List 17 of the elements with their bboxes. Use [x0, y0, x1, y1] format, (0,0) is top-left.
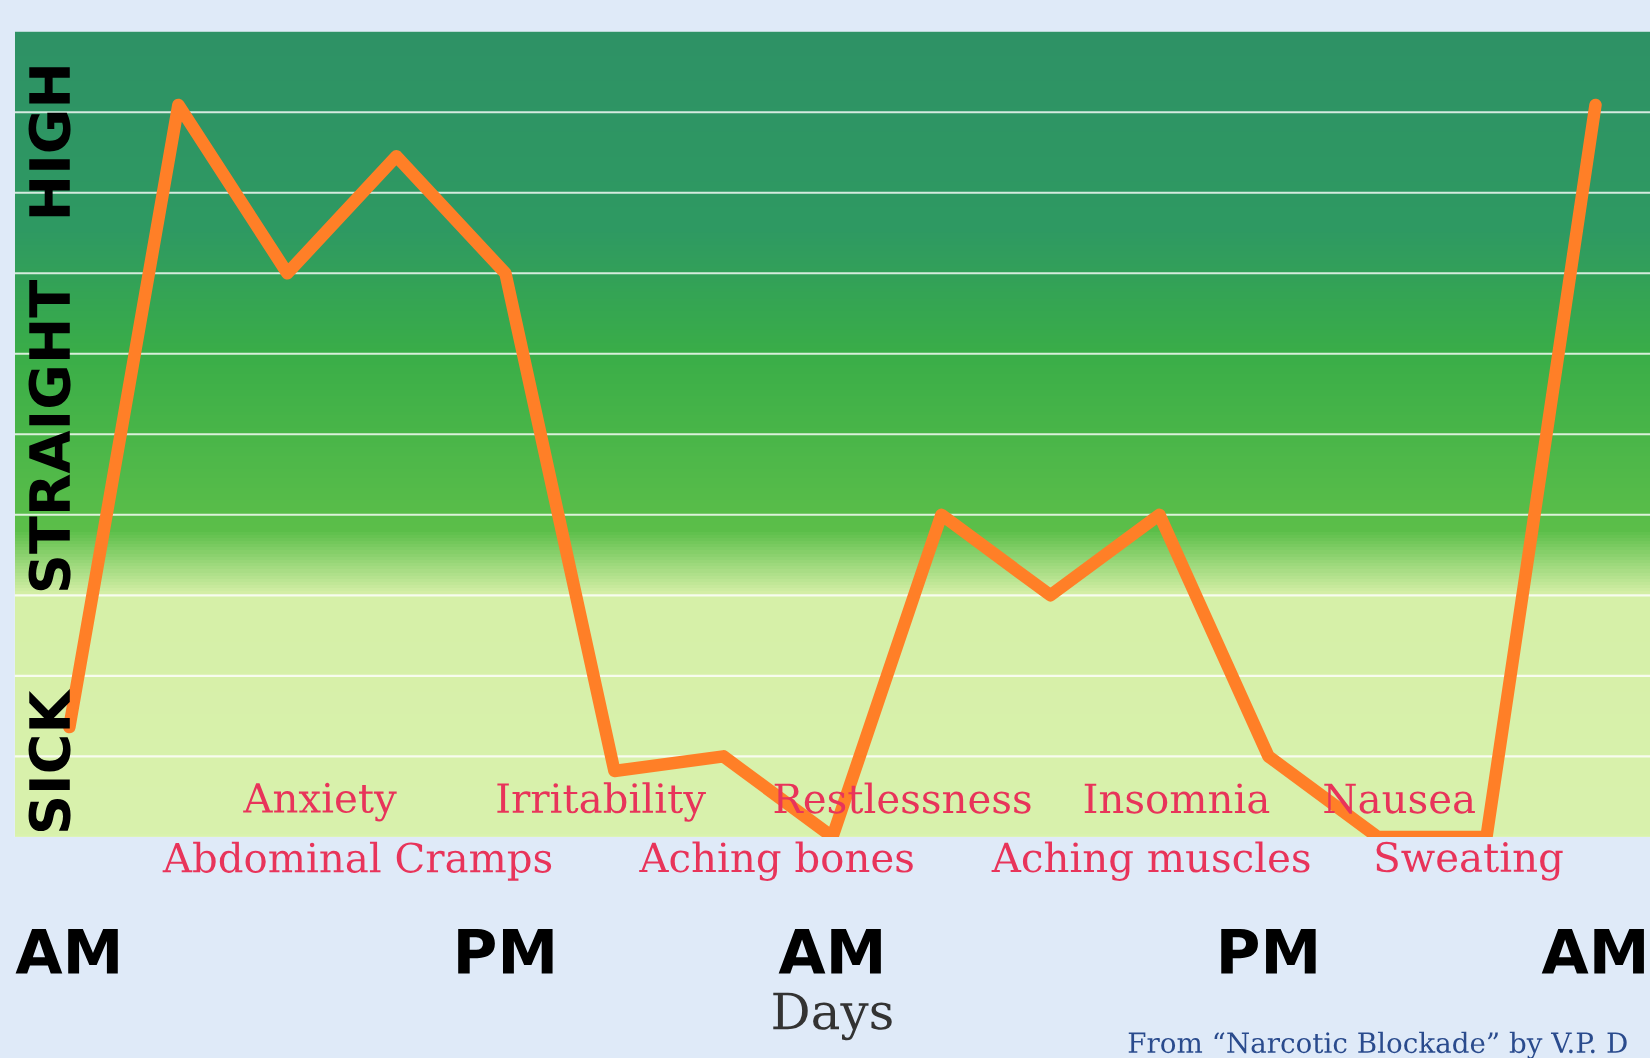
x-axis-title: Days — [773, 992, 892, 1041]
x-tick-label: PM — [458, 929, 553, 974]
x-tick-label: AM — [778, 929, 881, 974]
annotation: STRAIGHT — [28, 280, 71, 591]
annotation: Insomnia — [1084, 783, 1270, 814]
text: Abdominal Cramps — [162, 841, 552, 881]
annotation: Irritability — [497, 782, 706, 822]
annotation: Anxiety — [243, 782, 397, 822]
x-tick-label: AM — [1541, 929, 1644, 974]
x-tick-label: PM — [1221, 929, 1316, 974]
annotation: SICK — [28, 688, 71, 832]
text: Aching muscles — [991, 841, 1310, 881]
text: Sweating — [1376, 841, 1563, 881]
text: From “Narcotic Blockade” by V.P. D — [1128, 1031, 1627, 1058]
text: Aching bones — [639, 841, 913, 881]
annotation: HIGH — [28, 67, 71, 217]
x-tick-label: AM — [15, 929, 118, 974]
